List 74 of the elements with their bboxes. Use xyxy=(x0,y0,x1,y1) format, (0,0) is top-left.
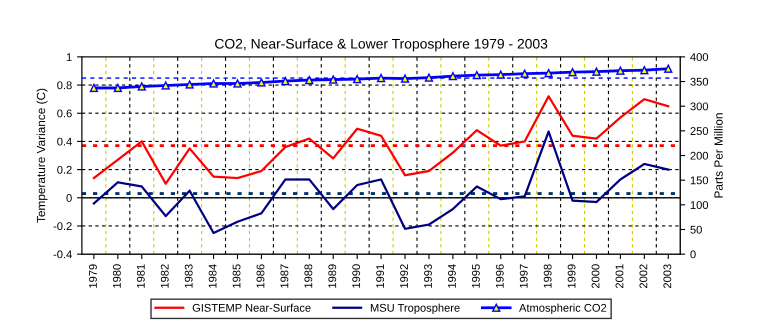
point xyxy=(233,79,242,88)
point xyxy=(305,76,314,84)
y2-tick-label: 300 xyxy=(690,102,708,110)
y2-tick-label: 0 xyxy=(690,250,696,258)
y-tick-label: 0 xyxy=(66,194,72,202)
x-tick-label: 2001 xyxy=(616,264,624,288)
x-tick-label: 1993 xyxy=(424,264,432,288)
legend-label: Atmospheric CO2 xyxy=(519,304,606,314)
x-tick-label: 1997 xyxy=(520,264,528,288)
point xyxy=(162,81,170,90)
x-tick-label: 1998 xyxy=(544,264,552,288)
y-tick-label: 0.6 xyxy=(57,110,72,118)
x-tick-label: 2003 xyxy=(663,264,672,288)
point xyxy=(281,76,290,86)
y-axis-title: Temperature Variance (C) xyxy=(36,88,48,223)
point xyxy=(138,82,146,91)
x-tick-label: 1996 xyxy=(496,264,504,288)
point xyxy=(592,68,601,76)
x-tick-label: 1985 xyxy=(232,264,240,288)
x-tick-label: 1980 xyxy=(112,264,121,288)
y-tick-label: 0.4 xyxy=(57,138,72,146)
x-tick-label: 2000 xyxy=(592,264,600,288)
point xyxy=(185,80,194,89)
point xyxy=(616,66,625,75)
x-tick-label: 1987 xyxy=(280,264,288,288)
y2-tick-label: 350 xyxy=(690,78,708,86)
x-tick-label: 1994 xyxy=(448,264,456,288)
point xyxy=(448,72,458,80)
point xyxy=(568,68,577,76)
x-tick-label: 1984 xyxy=(208,264,217,288)
x-tick-label: 1989 xyxy=(328,264,336,288)
point xyxy=(472,70,481,80)
x-tick-label: 1986 xyxy=(256,264,264,288)
x-tick-label: 1999 xyxy=(568,264,576,288)
point xyxy=(664,64,672,73)
point xyxy=(544,68,553,78)
line-series xyxy=(92,130,670,234)
legend-label: MSU Troposphere xyxy=(370,304,460,314)
chart-title: CO2, Near-Surface & Lower Troposphere 1979 - 2003 xyxy=(215,38,548,52)
point xyxy=(90,84,98,92)
y2-tick-label: 150 xyxy=(690,176,708,184)
x-tick-label: 1983 xyxy=(184,264,193,288)
x-tick-label: 1990 xyxy=(352,264,360,288)
y-tick-label: -0.4 xyxy=(54,250,72,258)
point xyxy=(329,75,338,84)
x-tick-label: 1991 xyxy=(376,264,384,288)
x-tick-label: 1982 xyxy=(160,264,169,288)
point xyxy=(352,74,362,84)
x-tick-label: 1992 xyxy=(400,264,408,288)
point xyxy=(496,70,505,79)
y-tick-label: 0.2 xyxy=(57,166,72,174)
x-tick-label: 1988 xyxy=(304,264,312,288)
y2-axis-title: Parts Per Million xyxy=(714,113,723,198)
point xyxy=(114,84,122,92)
y2-tick-label: 50 xyxy=(690,226,702,234)
x-tick-label: 1981 xyxy=(136,264,145,288)
y-tick-label: 0.8 xyxy=(57,81,72,90)
x-tick-label: 2002 xyxy=(639,264,648,288)
y2-tick-label: 100 xyxy=(690,201,708,209)
y-tick-label: 1 xyxy=(66,53,72,61)
x-tick-label: 1995 xyxy=(472,264,480,288)
point xyxy=(520,69,529,78)
y-tick-label: -0.2 xyxy=(54,222,72,230)
y2-tick-label: 250 xyxy=(690,127,708,135)
point xyxy=(424,73,434,82)
legend-label: GISTEMP Near-Surface xyxy=(192,304,311,312)
y2-tick-label: 400 xyxy=(690,53,708,62)
point xyxy=(209,79,218,88)
point xyxy=(400,74,410,83)
point xyxy=(257,78,266,87)
x-tick-label: 1979 xyxy=(89,264,97,288)
point xyxy=(376,74,386,82)
point xyxy=(640,66,649,74)
y2-tick-label: 200 xyxy=(690,152,708,160)
